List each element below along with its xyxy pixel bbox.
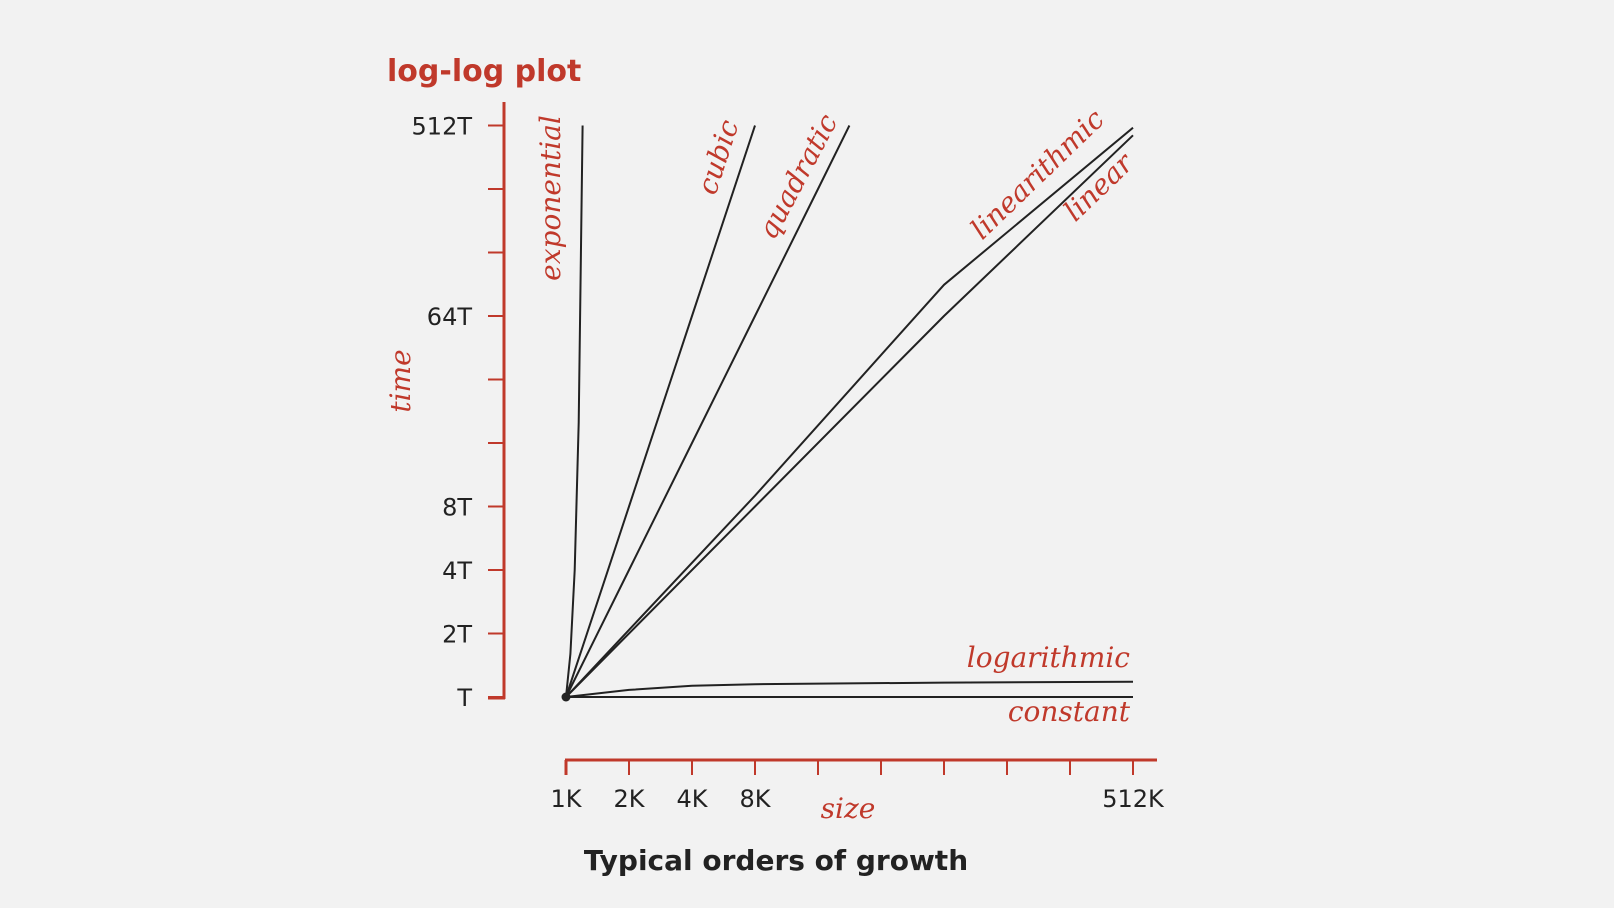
x-tick-label: 512K — [1102, 785, 1165, 813]
y-tick-label: 64T — [427, 303, 473, 331]
curves — [565, 125, 1134, 698]
series-label-quadratic: quadratic — [751, 108, 844, 244]
y-ticks — [488, 124, 504, 698]
y-tick-label: T — [456, 684, 472, 712]
x-tick-label: 4K — [676, 785, 708, 813]
series-label-exponential: exponential — [534, 115, 567, 281]
series-cubic-line — [565, 125, 756, 698]
x-tick-labels: 1K 2K 4K 8K 512K — [550, 785, 1165, 813]
y-tick-label: 512T — [412, 113, 473, 141]
chart-title: log-log plot — [387, 54, 581, 89]
y-axis-label: time — [384, 349, 417, 412]
series-linear-line — [565, 134, 1134, 698]
origin-point — [561, 692, 571, 702]
chart-caption: Typical orders of growth — [584, 844, 968, 877]
series-label-constant: constant — [1008, 695, 1131, 728]
series-quadratic-line — [565, 125, 851, 698]
x-tick-label: 8K — [739, 785, 771, 813]
x-tick-label: 1K — [550, 785, 582, 813]
x-axis-label: size — [821, 792, 876, 825]
series-label-cubic: cubic — [690, 115, 745, 198]
series-exponential-line — [565, 125, 584, 698]
y-tick-label: 8T — [442, 494, 472, 522]
series-label-logarithmic: logarithmic — [967, 641, 1131, 674]
y-tick-labels: T 2T 4T 8T 64T 512T — [412, 113, 473, 713]
x-tick-label: 2K — [613, 785, 645, 813]
y-tick-label: 4T — [442, 557, 472, 585]
series-linearithmic-line — [565, 126, 1134, 698]
y-tick-label: 2T — [442, 621, 472, 649]
x-ticks — [628, 760, 1134, 775]
series-logarithmic-line — [565, 680, 1134, 698]
